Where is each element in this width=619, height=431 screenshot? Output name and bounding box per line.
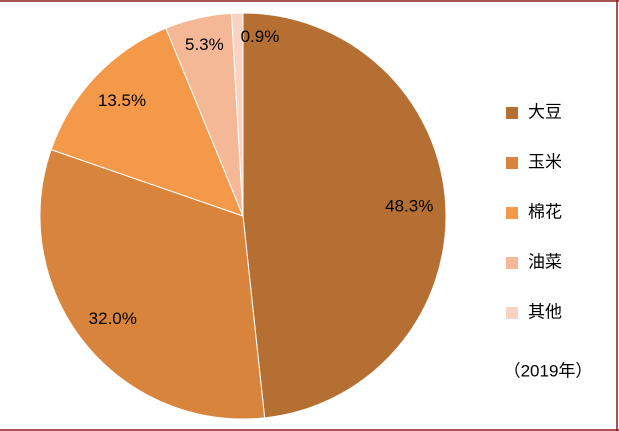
data-label: 32.0% <box>89 309 137 328</box>
legend-swatch <box>506 207 518 219</box>
data-label: 48.3% <box>385 197 433 216</box>
pie-slice <box>39 149 266 420</box>
legend-swatch <box>506 157 518 169</box>
legend-label: 油菜 <box>528 252 562 271</box>
legend-label: 其他 <box>528 302 562 321</box>
data-label: 0.9% <box>241 27 280 46</box>
pie-slice <box>50 27 244 217</box>
legend-label: 玉米 <box>528 152 562 171</box>
annotation: （2019年） <box>504 361 593 380</box>
pie-slice <box>242 12 447 419</box>
legend-swatch <box>506 307 518 319</box>
pie-slice <box>230 12 244 217</box>
data-label: 5.3% <box>185 35 224 54</box>
legend-label: 棉花 <box>528 202 562 221</box>
legend-label: 大豆 <box>528 102 562 121</box>
legend-swatch <box>506 257 518 269</box>
data-label: 13.5% <box>98 91 146 110</box>
legend-swatch <box>506 107 518 119</box>
